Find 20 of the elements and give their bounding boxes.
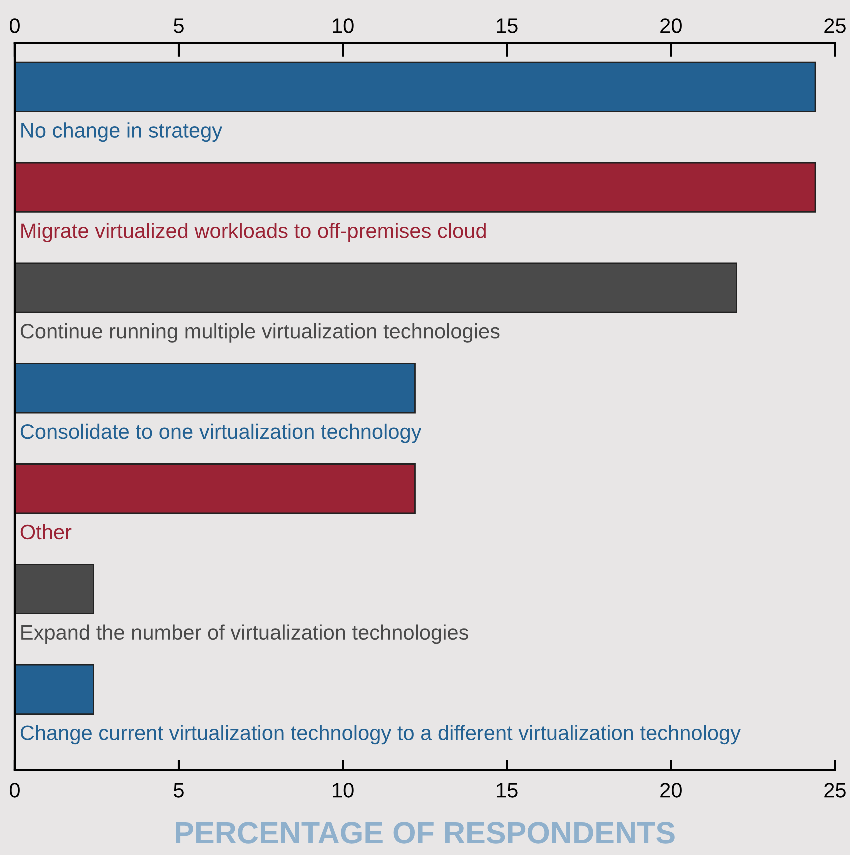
x2-tick-label: 20 [660, 18, 682, 34]
x-tick-label: 0 [10, 783, 20, 798]
x-tick-label: 20 [660, 783, 682, 798]
x-tick-label: 5 [174, 783, 184, 798]
x-tick-label: 10 [333, 783, 354, 798]
y-tick-label: Continue running multiple virtualization technologies [20, 323, 500, 343]
y-tick-label: Consolidate to one virtualization technology [20, 424, 422, 444]
y-tick-label: No change in strategy [22, 122, 223, 142]
x-tick-label: 25 [824, 783, 846, 798]
x2-tick-label: 15 [497, 18, 518, 34]
x2-tick-label: 10 [333, 18, 354, 34]
x-tick-label: 15 [497, 783, 518, 798]
x2-tick-label: 0 [10, 18, 20, 34]
y-tick-label: Change current virtualization technology to a different virtualization technology [20, 725, 741, 745]
x2-tick-label: 25 [824, 18, 846, 34]
y-tick-label: Expand the number of virtualization technologies [22, 624, 468, 644]
y-tick-label: Other [20, 524, 72, 540]
x-axis-title: PERCENTAGE OF RESPONDENTS [176, 822, 675, 844]
y-tick-label: Migrate virtualized workloads to off-premises cloud [22, 223, 486, 242]
x2-tick-label: 5 [174, 18, 184, 34]
